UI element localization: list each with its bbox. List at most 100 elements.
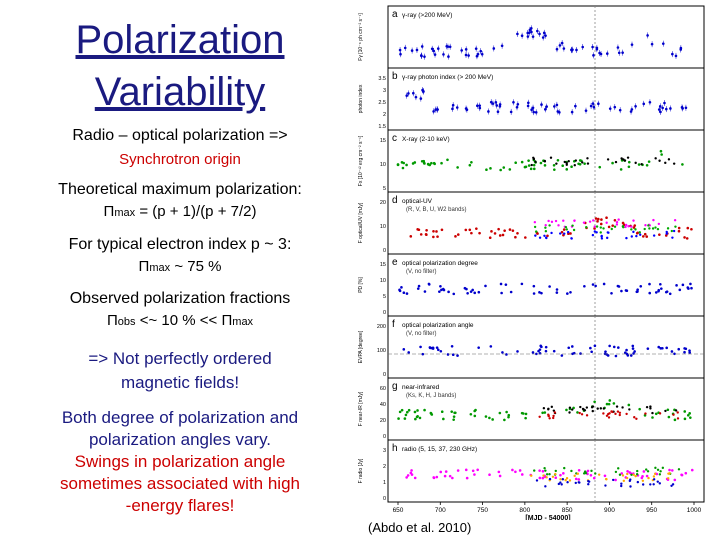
data-point (562, 228, 566, 231)
data-point (632, 219, 635, 222)
data-point (538, 236, 542, 239)
data-point (557, 224, 560, 227)
data-point (456, 354, 459, 357)
panel-letter-d: d (392, 195, 398, 206)
data-point (442, 417, 445, 421)
data-point (660, 153, 663, 156)
data-point (626, 156, 630, 159)
data-point (672, 413, 675, 416)
data-point (451, 476, 454, 480)
data-point (560, 230, 564, 234)
pmax-subscript: max (114, 207, 136, 219)
panel-tick-label: 200 (377, 324, 386, 330)
panel-letter-g: g (392, 381, 398, 392)
data-point (532, 167, 536, 171)
data-point (688, 412, 691, 415)
data-point (673, 219, 677, 222)
data-point (591, 405, 595, 408)
data-point (665, 230, 668, 234)
data-point (534, 230, 538, 233)
data-point (667, 477, 670, 480)
pmax-formula: Πmax = (p + 1)/(p + 7/2) (15, 203, 345, 220)
data-point (673, 352, 676, 356)
observed-fractions-text: Observed polarization fractions (69, 290, 291, 307)
data-point (668, 468, 671, 472)
typical-value: Πmax ~ 75 % (15, 258, 345, 275)
data-point (658, 159, 661, 162)
data-point (665, 232, 668, 235)
data-point (554, 472, 557, 476)
data-point (654, 157, 657, 160)
variation-line-2: polarization angles vary. (88, 430, 272, 449)
data-point (543, 411, 547, 414)
pi-symbol: Π (103, 203, 115, 220)
data-point (560, 354, 564, 357)
data-point (647, 160, 651, 163)
data-point (689, 282, 692, 286)
data-point (613, 219, 617, 222)
data-point (535, 479, 539, 482)
data-point (583, 284, 586, 288)
data-point (416, 287, 420, 290)
data-point (677, 347, 681, 351)
data-point (628, 471, 631, 474)
data-point (488, 473, 491, 477)
data-point (587, 479, 590, 483)
data-point (608, 399, 612, 402)
data-point (593, 227, 596, 230)
data-point (524, 236, 527, 239)
data-point (636, 480, 640, 484)
data-point (498, 411, 502, 415)
data-point (607, 416, 611, 419)
data-point (573, 474, 576, 478)
data-point (561, 164, 565, 168)
data-point (425, 228, 428, 232)
data-point (562, 472, 565, 475)
data-point (529, 167, 533, 171)
data-point (450, 344, 454, 348)
data-point (644, 223, 647, 227)
data-point (634, 161, 637, 165)
data-point (680, 473, 684, 477)
data-point (610, 291, 613, 295)
data-point (440, 161, 443, 165)
data-point (667, 415, 671, 419)
data-point (545, 473, 549, 476)
data-point (421, 352, 425, 356)
data-point (643, 232, 647, 236)
data-point (615, 223, 619, 226)
data-point (647, 476, 650, 480)
panel-tick-label: 0 (383, 372, 386, 378)
data-point (436, 235, 439, 238)
data-point (440, 228, 444, 232)
data-point (630, 225, 633, 228)
panel-ylabel-b: photon index (358, 84, 364, 113)
data-point (642, 470, 646, 473)
data-point (407, 408, 411, 412)
data-point (660, 287, 663, 290)
panel-tick-label: 60 (380, 386, 386, 392)
data-point (432, 235, 435, 239)
data-point (645, 468, 648, 471)
data-point (626, 470, 629, 473)
data-point (550, 405, 554, 409)
data-point (417, 284, 421, 288)
data-point (657, 345, 661, 349)
panel-tick-label: 10 (380, 224, 386, 230)
data-point (628, 408, 631, 411)
data-point (617, 346, 620, 349)
data-point (627, 165, 631, 169)
data-point (574, 477, 578, 481)
data-point (625, 476, 629, 480)
data-point (407, 351, 411, 354)
data-point (651, 416, 654, 419)
data-point (497, 470, 501, 474)
data-point (473, 414, 477, 418)
data-point (683, 347, 686, 350)
data-point (599, 407, 603, 410)
data-point (568, 411, 571, 414)
data-point (538, 476, 542, 480)
data-point (570, 237, 573, 240)
data-point (452, 415, 456, 418)
panel-letter-f: f (392, 319, 395, 330)
